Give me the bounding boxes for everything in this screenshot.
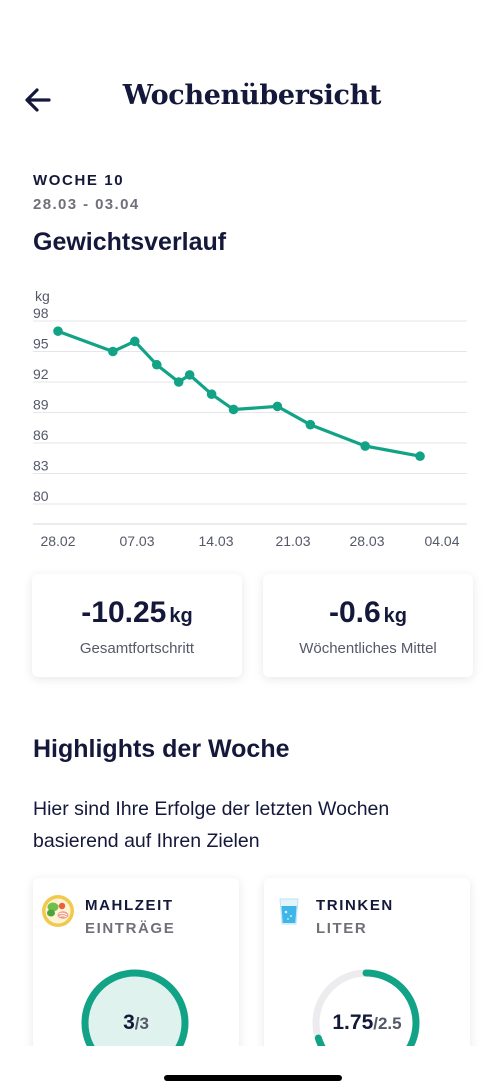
weight-data-point [305, 419, 316, 430]
header: Wochenübersicht [0, 74, 504, 124]
weight-data-point [360, 441, 371, 451]
weight-data-point [415, 451, 425, 462]
meal-card-subtitle: EINTRÄGE [85, 920, 176, 937]
weight-chart: kg 98 95 92 89 86 83 80 28.02 07.03 14.03 21.03 28.0… [0, 280, 504, 560]
weight-data-point [108, 346, 118, 357]
x-tick-label: 04.04 [424, 533, 459, 549]
week-label: WOCHE 10 [33, 172, 125, 189]
chart-title: Gewichtsverlauf [33, 228, 227, 256]
drink-progress-value: 1.75 [332, 1011, 374, 1034]
weekly-average-label: Wöchentliches Mittel [299, 640, 437, 657]
drink-progress-text: 1.75/2.5 [264, 1011, 470, 1035]
total-progress-value: -10.25 [81, 596, 167, 629]
meal-progress-text: 3/3 [33, 1011, 239, 1035]
meal-progress-value: 3 [123, 1011, 135, 1034]
y-tick-label: 95 [33, 336, 49, 352]
weight-data-point [272, 401, 283, 412]
weight-data-point [184, 370, 195, 380]
highlights-title: Highlights der Woche [33, 735, 290, 763]
drink-card-subtitle: LITER [316, 920, 368, 937]
total-progress-label: Gesamtfortschritt [79, 640, 195, 657]
y-tick-label: 86 [33, 427, 49, 443]
arrow-left-icon [25, 88, 51, 112]
x-tick-label: 07.03 [119, 533, 154, 549]
highlights-description: Hier sind Ihre Erfolge der letzten Woche… [33, 798, 390, 852]
weight-data-point [173, 377, 184, 387]
weekly-average-value-row: -0.6 kg [263, 596, 473, 630]
salad-plate-icon [42, 895, 74, 927]
water-glass-icon [279, 898, 299, 925]
week-date-range: 28.03 - 03.04 [33, 196, 140, 213]
drinking-liters-card[interactable]: TRINKEN LITER 1.75/2.5 [264, 878, 470, 1078]
x-tick-label: 28.02 [40, 533, 75, 549]
weight-data-point [206, 389, 217, 399]
y-tick-label: 83 [33, 458, 49, 474]
weekly-average-unit: kg [383, 605, 408, 627]
x-tick-label: 28.03 [349, 533, 384, 549]
weight-data-point [130, 336, 140, 347]
y-tick-label: 89 [33, 397, 49, 413]
x-tick-label: 21.03 [275, 533, 310, 549]
y-tick-label: 80 [33, 488, 49, 504]
x-tick-label: 14.03 [198, 533, 233, 549]
weight-data-point [53, 326, 63, 336]
weight-data-point [151, 359, 162, 370]
y-axis-unit: kg [35, 288, 50, 304]
total-progress-card: -10.25 kg Gesamtfortschritt [32, 574, 242, 677]
meal-card-title: MAHLZEIT [85, 897, 174, 914]
back-button[interactable] [20, 82, 56, 118]
total-progress-unit: kg [169, 605, 193, 627]
home-indicator[interactable] [164, 1075, 342, 1081]
drink-card-title: TRINKEN [316, 897, 394, 914]
drink-progress-total: /2.5 [373, 1014, 402, 1033]
bottom-safe-area [0, 1046, 504, 1092]
page-title: Wochenübersicht [122, 80, 382, 111]
y-tick-label: 98 [33, 305, 49, 321]
meal-progress-total: /3 [134, 1014, 149, 1033]
y-tick-label: 92 [33, 366, 49, 382]
weekly-average-card: -0.6 kg Wöchentliches Mittel [263, 574, 473, 677]
weight-data-point [228, 404, 239, 415]
weekly-average-value: -0.6 [328, 596, 381, 629]
total-progress-value-row: -10.25 kg [32, 596, 242, 630]
